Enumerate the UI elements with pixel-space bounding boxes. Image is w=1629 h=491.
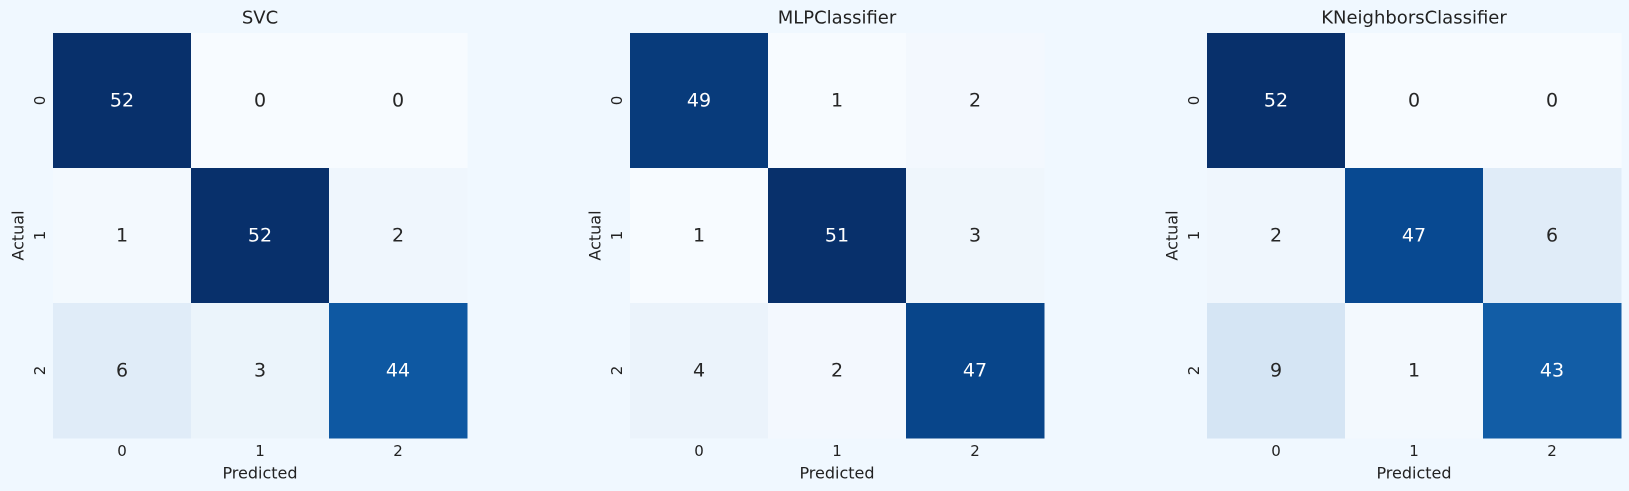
heatmap-cell [53,168,192,304]
cell-value-label: 2 [831,360,843,382]
cell-value-label: 51 [825,225,849,247]
heatmap-cell [630,168,769,304]
x-tick-label: 1 [832,442,842,460]
y-axis-label: Actual [586,210,605,260]
chart-title: KNeighborsClassifier [1321,8,1507,29]
cell-value-label: 44 [386,360,410,382]
heatmap-cell [1345,33,1484,169]
cell-value-label: 47 [963,360,987,382]
cell-value-label: 1 [831,90,843,112]
x-tick-label: 2 [970,442,980,460]
heatmap-cell [768,303,907,439]
heatmap-cell [906,33,1045,169]
heatmap-panel-1: 49 1 2 1 51 3 4 2 47 MLPClassifier 0 1 2 0 1 2 Predicted… [586,8,1045,483]
x-tick-label: 2 [393,442,403,460]
heatmap-cell [53,303,192,439]
x-axis-label: Predicted [222,464,297,483]
heatmap-cell [1207,303,1346,439]
cell-value-label: 52 [248,225,272,247]
heatmap-cell [906,303,1045,439]
heatmap-cell [906,168,1045,304]
heatmap-cell [329,303,468,439]
heatmap-cell [191,168,330,304]
heatmap-cell [1207,33,1346,169]
cell-value-label: 43 [1540,360,1564,382]
heatmap-cell [1345,168,1484,304]
cell-value-label: 49 [687,90,711,112]
heatmap-cell [329,168,468,304]
cell-value-label: 6 [116,360,128,382]
cell-value-label: 2 [1270,225,1282,247]
y-tick-label: 1 [608,231,626,241]
x-axis-label: Predicted [1376,464,1451,483]
y-tick-label: 0 [1185,96,1203,106]
chart-title: MLPClassifier [778,8,897,29]
heatmap-cell [630,33,769,169]
cell-value-label: 4 [693,360,705,382]
cell-value-label: 1 [1408,360,1420,382]
y-tick-label: 1 [1185,231,1203,241]
heatmap-cell [768,33,907,169]
cell-value-label: 2 [392,225,404,247]
heatmap-cell [329,33,468,169]
y-tick-label: 2 [608,366,626,376]
cell-value-label: 0 [254,90,266,112]
cell-value-label: 0 [1408,90,1420,112]
cell-value-label: 0 [392,90,404,112]
heatmap-cell [630,303,769,439]
x-tick-label: 0 [694,442,704,460]
cell-value-label: 3 [969,225,981,247]
x-tick-label: 0 [1271,442,1281,460]
heatmap-cell [1483,33,1622,169]
cell-value-label: 47 [1402,225,1426,247]
cell-value-label: 3 [254,360,266,382]
heatmap-cell [191,303,330,439]
cell-value-label: 52 [1264,90,1288,112]
cell-value-label: 0 [1546,90,1558,112]
heatmap-panel-2: 52 0 0 2 47 6 9 1 43 KNeighborsClassifier 0 1 2 0 1 2 Pr… [1163,8,1622,483]
heatmap-cell [191,33,330,169]
heatmap-cell [1483,303,1622,439]
cell-value-label: 1 [693,225,705,247]
y-tick-label: 2 [31,366,49,376]
heatmap-panel-0: 52 0 0 1 52 2 6 3 44 SVC 0 1 2 0 1 2 Predicted Actual [9,8,468,483]
heatmap-cell [768,168,907,304]
x-tick-label: 2 [1547,442,1557,460]
x-tick-label: 1 [255,442,265,460]
heatmap-cell [1483,168,1622,304]
y-tick-label: 2 [1185,366,1203,376]
heatmap-cell [1345,303,1484,439]
heatmap-cell [1207,168,1346,304]
cell-value-label: 6 [1546,225,1558,247]
cell-value-label: 2 [969,90,981,112]
cell-value-label: 1 [116,225,128,247]
y-tick-label: 1 [31,231,49,241]
x-tick-label: 1 [1409,442,1419,460]
chart-title: SVC [242,8,278,29]
y-tick-label: 0 [608,96,626,106]
cell-value-label: 52 [110,90,134,112]
x-tick-label: 0 [117,442,127,460]
x-axis-label: Predicted [799,464,874,483]
y-axis-label: Actual [1163,210,1182,260]
cell-value-label: 9 [1270,360,1282,382]
heatmap-cell [53,33,192,169]
y-axis-label: Actual [9,210,28,260]
y-tick-label: 0 [31,96,49,106]
